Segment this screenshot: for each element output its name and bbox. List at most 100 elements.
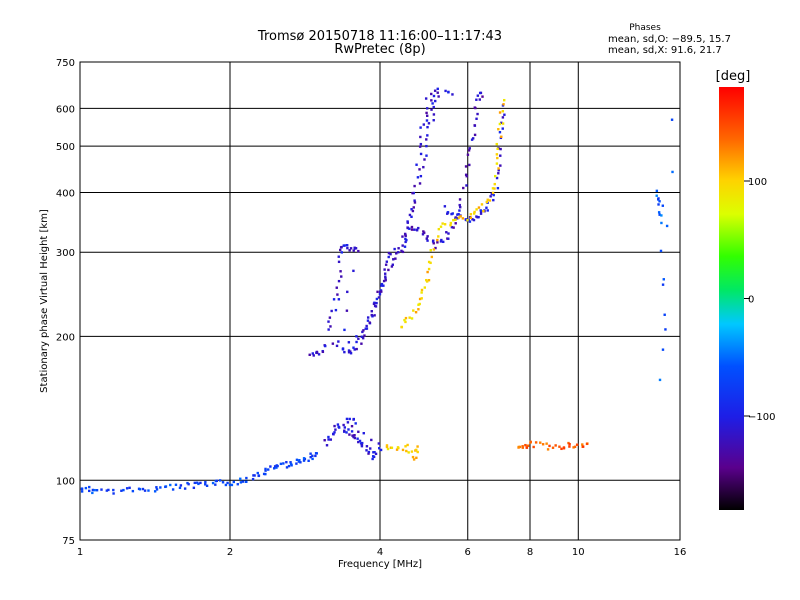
data-point — [423, 158, 426, 161]
data-point — [427, 122, 431, 125]
data-point — [497, 172, 500, 175]
data-point — [481, 95, 484, 98]
data-point — [415, 228, 419, 231]
data-point — [661, 348, 665, 351]
data-point — [434, 99, 437, 103]
data-point — [371, 455, 375, 458]
data-point — [350, 424, 354, 428]
data-point — [138, 488, 142, 491]
y-tick-label: 75 — [62, 536, 75, 547]
data-point — [416, 450, 419, 454]
data-point — [450, 225, 454, 229]
data-point — [425, 138, 428, 141]
data-point — [324, 344, 327, 348]
data-point — [418, 182, 422, 185]
data-point — [80, 490, 84, 493]
data-point — [327, 320, 330, 323]
data-point — [347, 428, 350, 431]
data-point — [169, 483, 172, 487]
x-axis-label: Frequency [MHz] — [338, 559, 422, 570]
data-point — [558, 445, 561, 448]
data-point — [375, 297, 379, 301]
data-point — [290, 464, 293, 467]
data-point — [131, 489, 135, 493]
data-point — [365, 445, 369, 448]
data-point — [256, 471, 259, 475]
data-point — [465, 184, 468, 187]
data-point — [239, 477, 242, 480]
data-point — [343, 350, 346, 354]
data-point — [434, 246, 437, 250]
x-tick-label: 4 — [377, 547, 383, 558]
data-point — [404, 316, 408, 320]
data-point — [236, 483, 239, 486]
data-point — [311, 352, 314, 355]
data-point — [355, 335, 358, 338]
data-point — [414, 311, 418, 314]
data-point — [475, 208, 478, 211]
data-point — [331, 342, 335, 345]
data-point — [657, 203, 660, 206]
data-point — [373, 304, 377, 308]
data-point — [289, 462, 293, 466]
data-point — [492, 198, 495, 202]
data-point — [491, 191, 495, 195]
data-point — [658, 213, 661, 216]
data-point — [373, 451, 376, 454]
data-point — [343, 328, 346, 332]
data-point — [446, 212, 449, 215]
data-point — [471, 137, 475, 140]
data-point — [264, 467, 267, 471]
data-point — [356, 437, 359, 440]
data-point — [477, 215, 480, 219]
data-point — [373, 314, 376, 317]
data-point — [541, 443, 545, 446]
data-point — [345, 417, 349, 421]
data-point — [451, 93, 454, 96]
data-point — [471, 218, 474, 221]
data-point — [302, 459, 306, 462]
data-point — [413, 184, 416, 188]
data-point — [420, 291, 423, 294]
data-point — [361, 330, 364, 334]
data-point — [468, 163, 471, 167]
data-point — [228, 483, 232, 487]
data-point — [112, 488, 115, 492]
data-point — [389, 252, 392, 256]
data-point — [321, 350, 325, 354]
data-point — [432, 113, 436, 116]
data-point — [425, 237, 428, 240]
data-point — [449, 224, 452, 227]
data-point — [327, 328, 330, 331]
data-point — [405, 449, 408, 453]
data-point — [221, 481, 225, 484]
data-point — [425, 111, 428, 115]
data-point — [273, 465, 277, 468]
data-point — [454, 218, 457, 221]
data-point — [197, 482, 200, 486]
data-point — [332, 298, 336, 301]
data-point — [529, 440, 532, 444]
plot-frame — [79, 61, 681, 541]
data-point — [323, 439, 326, 442]
data-point — [423, 286, 427, 289]
data-point — [410, 215, 413, 219]
data-point — [218, 479, 222, 482]
data-point — [475, 215, 478, 218]
data-point — [327, 438, 330, 441]
data-point — [468, 147, 471, 150]
data-point — [657, 197, 660, 200]
data-point — [486, 198, 489, 201]
data-point — [427, 279, 431, 282]
data-point — [661, 204, 665, 207]
data-point — [476, 94, 480, 97]
data-point — [568, 445, 571, 448]
colorbar-tick-label: −100 — [748, 412, 775, 423]
data-point — [295, 462, 298, 465]
data-point — [412, 458, 416, 461]
phases-mean-o: mean, sd,O: −89.5, 15.7 — [608, 34, 731, 45]
data-point — [403, 318, 406, 322]
y-tick-labels: 75 100 200 300 400 500 600 750 — [56, 58, 75, 547]
phases-mean-x: mean, sd,X: 91.6, 21.7 — [608, 45, 722, 56]
data-point — [452, 226, 455, 229]
